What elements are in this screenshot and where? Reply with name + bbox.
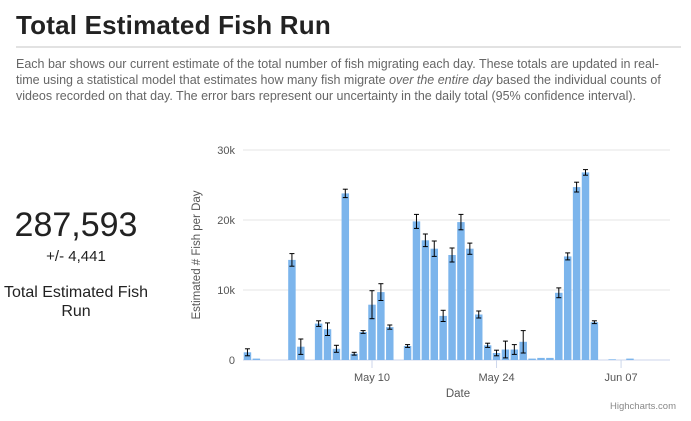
chart-description: Each bar shows our current estimate of t…: [16, 56, 676, 104]
x-tick-label: Jun 07: [605, 372, 638, 384]
title-divider: [16, 46, 681, 48]
bar[interactable]: [483, 345, 492, 360]
description-text: Each bar shows our current estimate of t…: [16, 57, 659, 87]
error-bar: [325, 322, 331, 336]
error-bar: [244, 348, 250, 357]
bar[interactable]: [288, 259, 296, 360]
bar[interactable]: [608, 359, 616, 360]
bar[interactable]: [430, 248, 438, 360]
bar[interactable]: [590, 322, 599, 360]
error-bar: [476, 310, 482, 319]
error-bar: [413, 213, 419, 229]
error-bar: [485, 342, 491, 348]
error-bar: [467, 242, 473, 255]
error-bar: [449, 247, 455, 263]
bar[interactable]: [359, 332, 367, 360]
error-bar: [360, 330, 366, 334]
axis-ticks: 0 10k 20k 30k May 10 May 24 Jun 07: [217, 145, 637, 384]
error-bar: [333, 344, 339, 353]
error-bar: [556, 287, 562, 299]
bar[interactable]: [475, 314, 483, 361]
bar[interactable]: [626, 358, 634, 360]
error-bar: [405, 344, 411, 348]
bar[interactable]: [323, 329, 332, 360]
chart-credit[interactable]: Highcharts.com: [610, 401, 676, 412]
error-bar: [342, 188, 348, 199]
y-tick-label: 0: [229, 355, 235, 367]
bar[interactable]: [448, 255, 456, 360]
error-bar: [440, 309, 446, 322]
error-bar: [582, 169, 588, 176]
bar[interactable]: [555, 292, 563, 360]
bar[interactable]: [341, 193, 350, 360]
total-estimate: 287,593: [14, 206, 138, 244]
error-bar: [502, 340, 508, 359]
run-summary: 287,593 +/- 4,441 Total Estimated Fish R…: [0, 205, 152, 321]
error-bar: [369, 290, 375, 320]
x-axis-title: Date: [446, 388, 470, 400]
bar[interactable]: [528, 358, 536, 360]
bar[interactable]: [457, 222, 465, 360]
error-bar: [387, 324, 393, 330]
bar[interactable]: [546, 357, 554, 360]
error-bar: [458, 213, 464, 231]
bar[interactable]: [412, 221, 421, 360]
y-tick-label: 30k: [217, 145, 235, 157]
bar[interactable]: [466, 248, 474, 360]
error-bar: [591, 320, 597, 325]
y-tick-label: 10k: [217, 285, 235, 297]
description-text-end: based the individual counts of videos re…: [16, 73, 661, 103]
bar[interactable]: [439, 315, 447, 360]
bar[interactable]: [377, 292, 385, 360]
bar[interactable]: [403, 346, 412, 360]
description-emphasis: over the entire day: [389, 73, 493, 87]
error-bar: [298, 338, 304, 355]
error-bar: [431, 240, 437, 257]
bar[interactable]: [581, 172, 590, 360]
error-bar: [511, 344, 517, 355]
bar[interactable]: [252, 358, 261, 360]
error-bar: [422, 233, 428, 248]
error-bar: [316, 320, 322, 327]
y-axis-title: Estimated # Fish per Day: [191, 190, 203, 319]
error-bars: [244, 169, 597, 359]
error-bar: [520, 330, 526, 354]
y-tick-label: 20k: [217, 215, 235, 227]
bar[interactable]: [368, 304, 376, 360]
bar[interactable]: [563, 256, 572, 360]
bar[interactable]: [492, 353, 501, 360]
bar-series: [243, 172, 634, 361]
total-error: +/- 4,441: [46, 248, 106, 265]
error-bar: [378, 283, 384, 301]
x-tick-label: May 10: [354, 372, 390, 384]
bar[interactable]: [537, 357, 545, 360]
error-bar: [565, 252, 571, 261]
error-bar: [574, 181, 580, 193]
bar[interactable]: [572, 187, 581, 360]
bar[interactable]: [421, 240, 430, 360]
bar[interactable]: [350, 353, 358, 360]
bar[interactable]: [332, 348, 341, 360]
page-title: Total Estimated Fish Run: [16, 10, 331, 40]
bar[interactable]: [314, 323, 323, 360]
bar[interactable]: [386, 327, 394, 360]
grid-lines: [243, 149, 670, 361]
total-label: Total Estimated Fish Run: [3, 284, 149, 320]
error-bar: [351, 351, 357, 356]
x-tick-label: May 24: [478, 372, 514, 384]
error-bar: [289, 253, 295, 267]
error-bar: [494, 349, 500, 357]
